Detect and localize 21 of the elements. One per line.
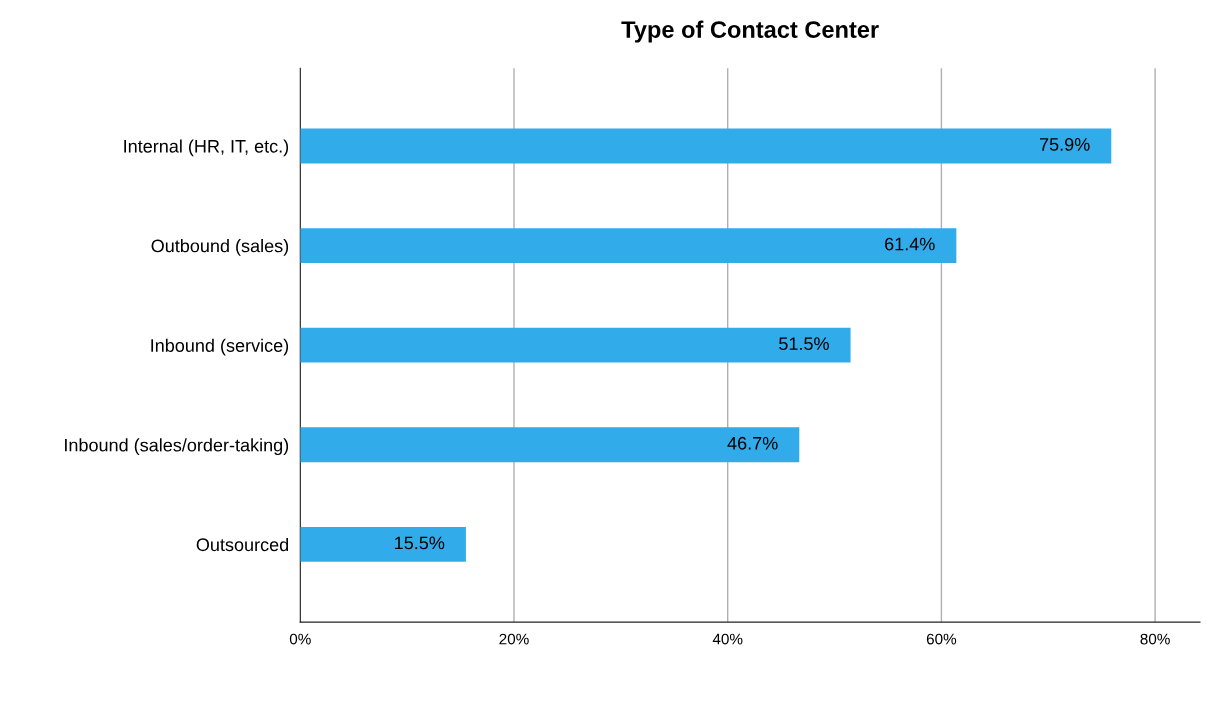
data-label: 75.9% [1039, 138, 1090, 151]
data-label: 15.5% [395, 536, 445, 550]
bar [300, 228, 957, 264]
data-label: 51.5% [779, 337, 829, 351]
bar [300, 327, 851, 363]
y-tick-label: Outbound (sales) [151, 239, 289, 256]
data-label: 46.7% [727, 436, 778, 450]
y-tick-label: Inbound (service) [151, 338, 289, 356]
chart-title: Type of Contact Center [621, 20, 879, 43]
y-tick-label: Internal (HR, IT, etc.) [124, 139, 289, 157]
x-tick-label: 60% [926, 633, 957, 645]
x-tick-label: 40% [712, 633, 743, 645]
data-label: 61.4% [885, 237, 935, 251]
x-tick-label: 0% [289, 633, 311, 645]
x-tick-label: 20% [499, 633, 529, 645]
y-tick-label: Outsourced [196, 537, 289, 552]
bar [300, 427, 800, 463]
x-tick-label: 80% [1140, 633, 1170, 645]
bar [300, 128, 1112, 164]
y-tick-label: Inbound (sales/order-taking) [65, 438, 289, 456]
bar [300, 526, 466, 562]
